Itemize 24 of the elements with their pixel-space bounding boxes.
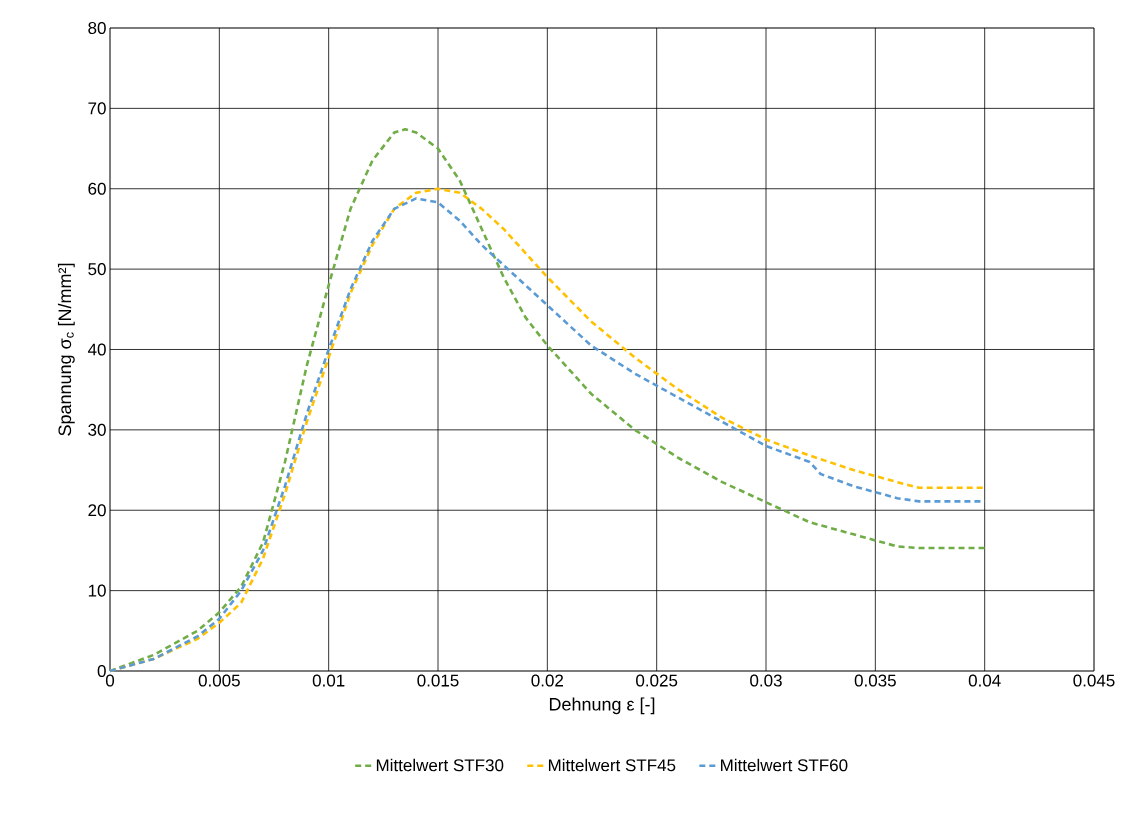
y-tick-label: 0 bbox=[97, 664, 106, 678]
x-tick-label: 0.005 bbox=[198, 674, 240, 687]
y-tick-label: 60 bbox=[88, 182, 106, 195]
x-tick-label: 0.03 bbox=[750, 674, 782, 687]
x-tick-label: 0.015 bbox=[417, 674, 459, 687]
x-tick-label: 0.01 bbox=[312, 674, 345, 687]
y-axis-title: Spannung σ$_{c}$ [N/mm²] bbox=[57, 263, 75, 436]
x-tick-label: 0.04 bbox=[968, 674, 1001, 687]
y-tick-label: 30 bbox=[88, 423, 106, 436]
y-tick-label: 40 bbox=[87, 343, 106, 356]
legend-label: Mittelwert STF45 bbox=[548, 758, 676, 772]
x-tick-label: 0.02 bbox=[531, 674, 564, 687]
legend-label: Mittelwert STF60 bbox=[721, 758, 848, 772]
y-tick-label: 80 bbox=[88, 21, 106, 35]
y-tick-label: 50 bbox=[88, 263, 106, 276]
y-tick-label: 10 bbox=[88, 584, 106, 597]
y-tick-label: 20 bbox=[88, 504, 106, 517]
x-axis-title: Dehnung ε [-] bbox=[549, 697, 655, 715]
x-tick-label: 0.025 bbox=[636, 674, 678, 687]
x-tick-label: 0 bbox=[105, 674, 115, 687]
x-tick-label: 0.035 bbox=[854, 674, 896, 687]
x-tick-label: 0.045 bbox=[1073, 674, 1115, 687]
y-tick-label: 70 bbox=[88, 102, 106, 115]
legend-label: Mittelwert STF30 bbox=[376, 758, 504, 772]
